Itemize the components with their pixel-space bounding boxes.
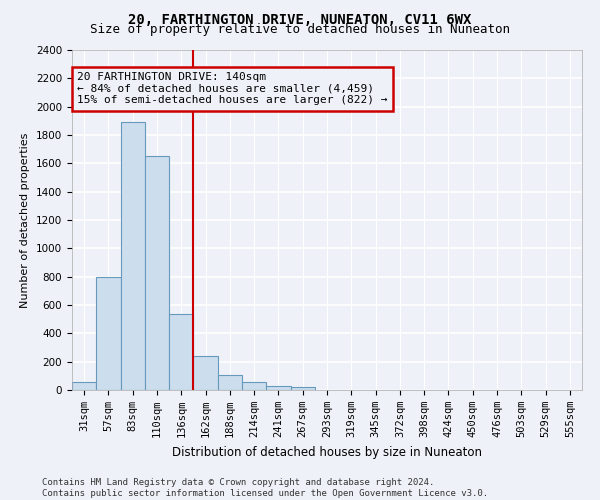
Bar <box>290 388 315 390</box>
X-axis label: Distribution of detached houses by size in Nuneaton: Distribution of detached houses by size … <box>172 446 482 458</box>
Y-axis label: Number of detached properties: Number of detached properties <box>20 132 31 308</box>
Text: 20 FARTHINGTON DRIVE: 140sqm
← 84% of detached houses are smaller (4,459)
15% of: 20 FARTHINGTON DRIVE: 140sqm ← 84% of de… <box>77 72 388 106</box>
Bar <box>218 375 242 390</box>
Text: Size of property relative to detached houses in Nuneaton: Size of property relative to detached ho… <box>90 22 510 36</box>
Bar <box>193 356 218 390</box>
Bar <box>121 122 145 390</box>
Bar <box>72 382 96 390</box>
Bar <box>96 276 121 390</box>
Bar <box>169 314 193 390</box>
Text: 20, FARTHINGTON DRIVE, NUNEATON, CV11 6WX: 20, FARTHINGTON DRIVE, NUNEATON, CV11 6W… <box>128 12 472 26</box>
Bar <box>145 156 169 390</box>
Bar <box>266 386 290 390</box>
Text: Contains HM Land Registry data © Crown copyright and database right 2024.
Contai: Contains HM Land Registry data © Crown c… <box>42 478 488 498</box>
Bar <box>242 382 266 390</box>
